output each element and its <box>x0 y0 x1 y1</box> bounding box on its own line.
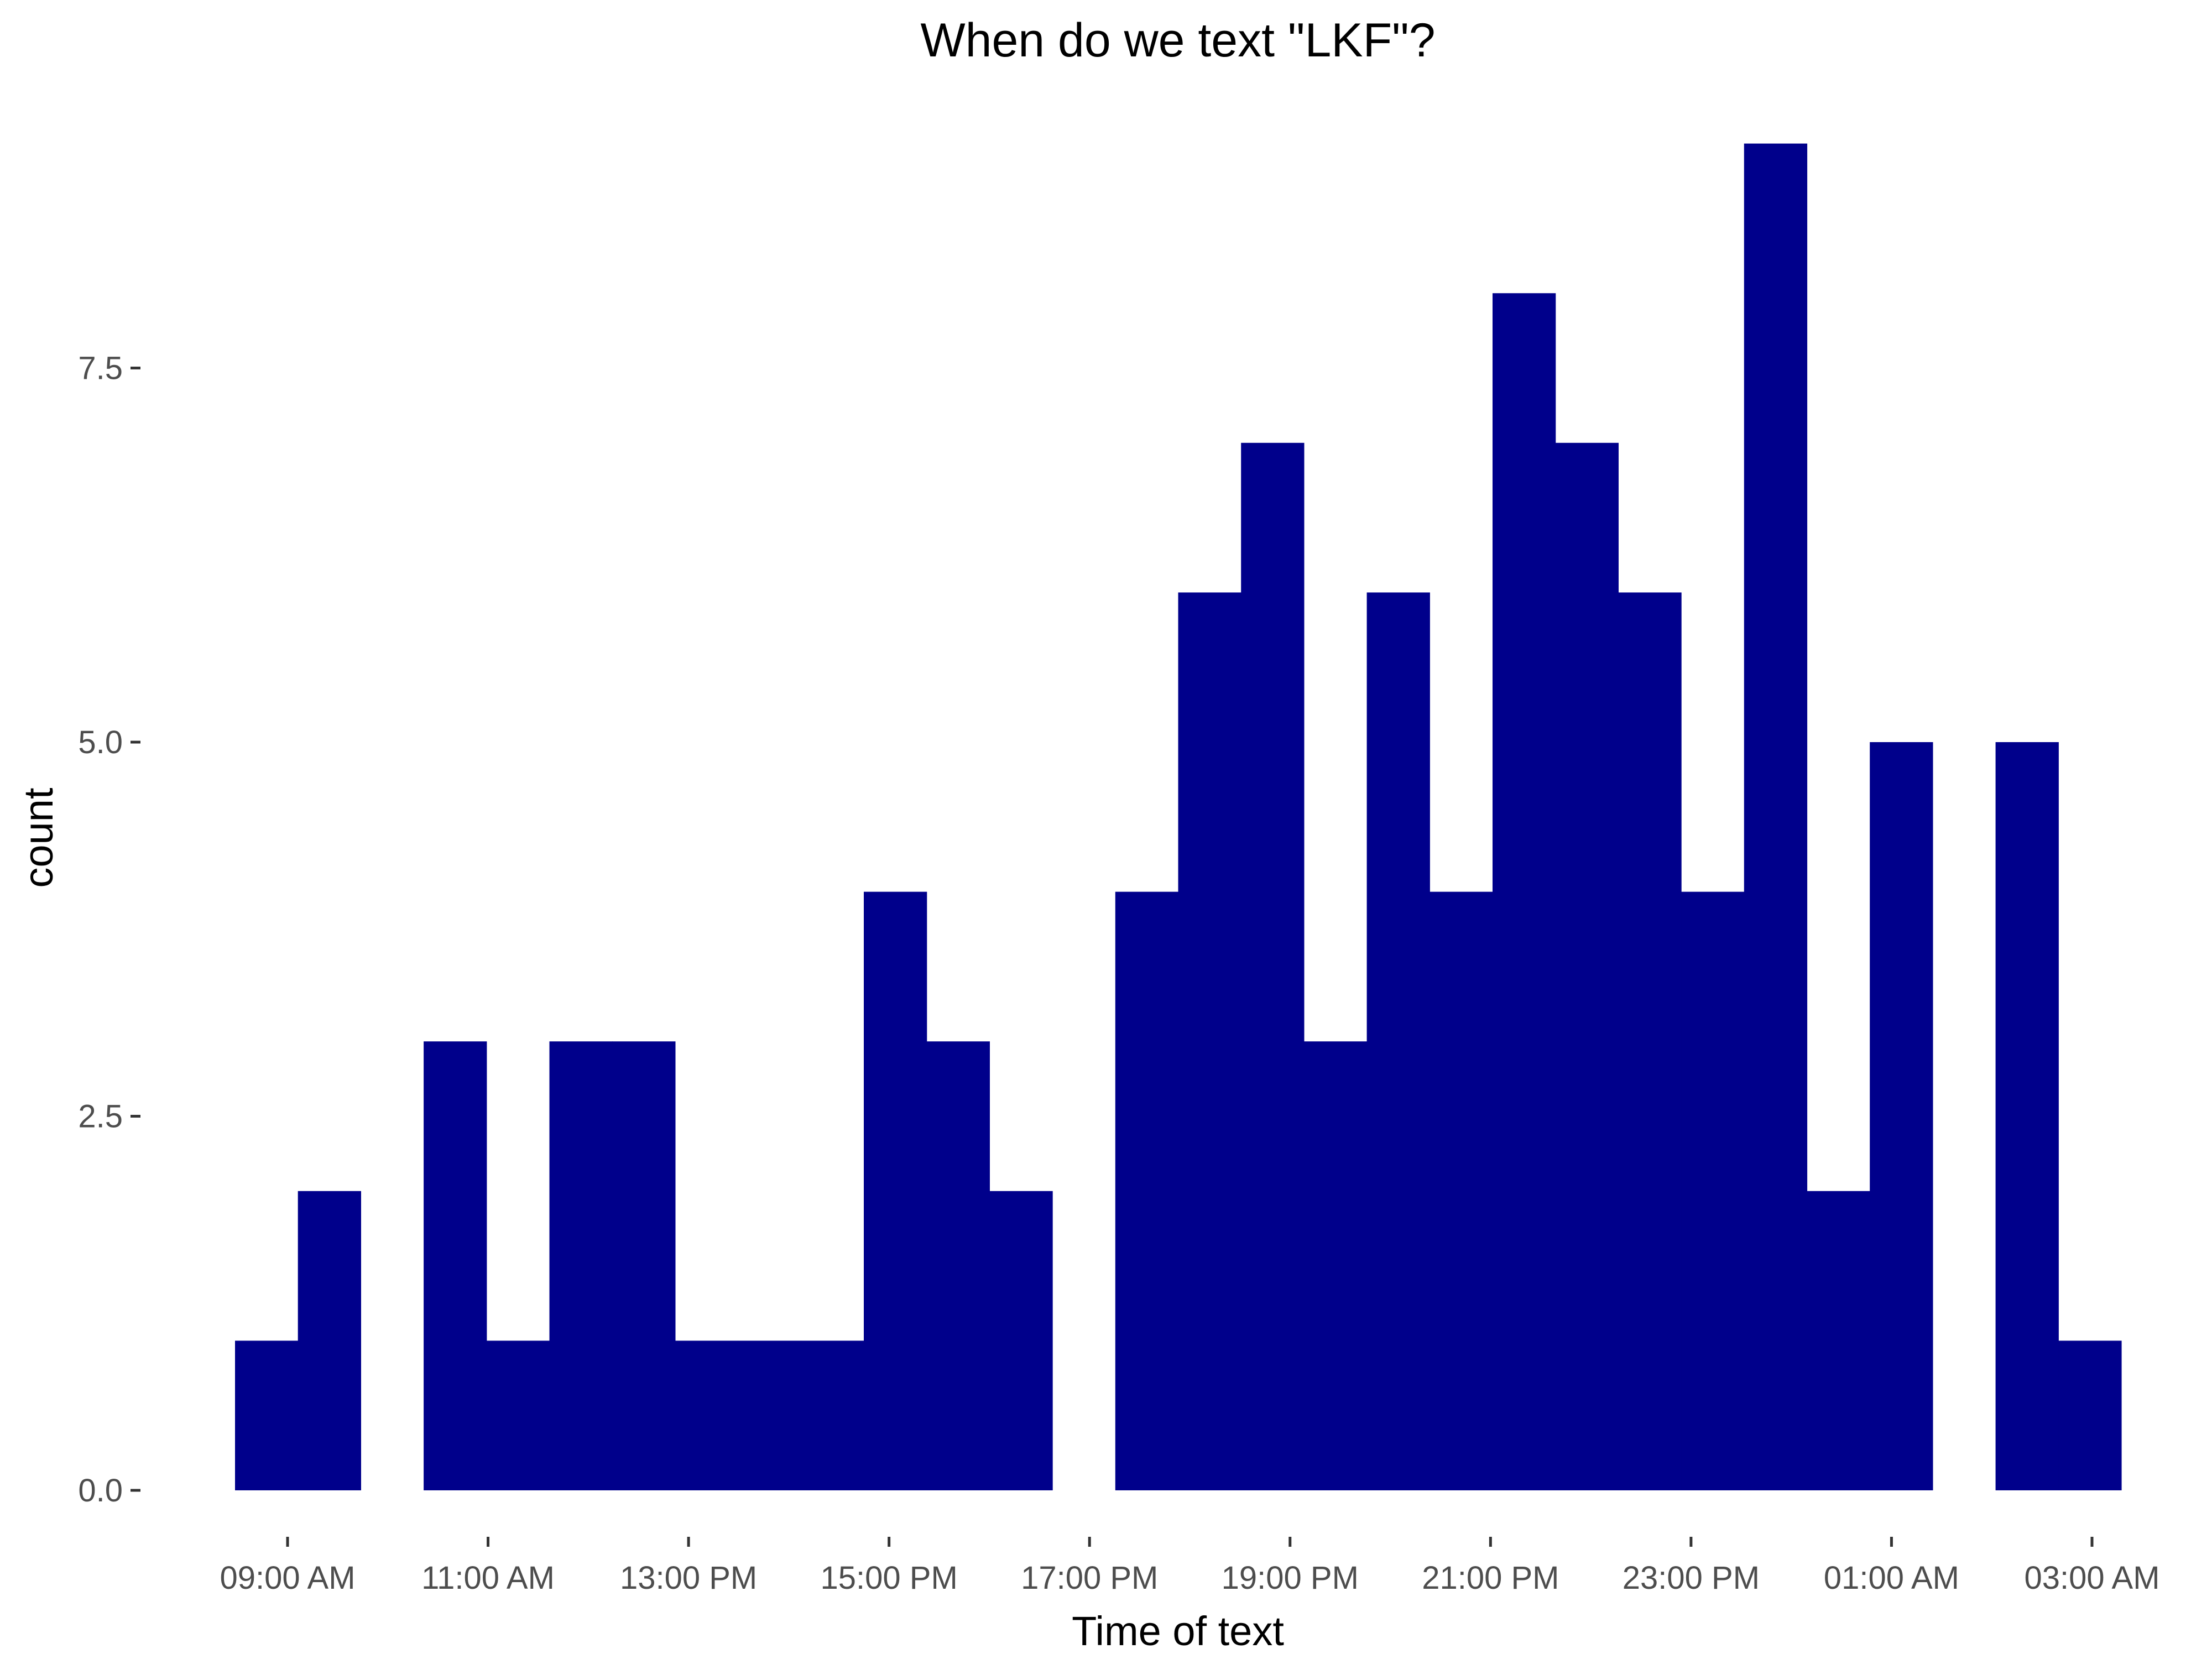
histogram-bar <box>926 1041 990 1490</box>
x-tick-label: 15:00 PM <box>821 1560 958 1596</box>
histogram-bar <box>298 1191 361 1490</box>
histogram-bar <box>801 1340 864 1490</box>
bars-layer <box>235 143 2122 1491</box>
y-axis: 0.0 2.5 5.0 7.5 <box>78 351 140 1509</box>
histogram-bar <box>1995 742 2059 1490</box>
histogram-bar <box>1807 1191 1870 1490</box>
histogram-bar <box>235 1340 299 1490</box>
x-tick-label: 21:00 PM <box>1422 1560 1559 1596</box>
histogram-bar <box>864 891 927 1490</box>
histogram-bar <box>1303 1041 1368 1490</box>
x-tick-label: 23:00 PM <box>1623 1560 1760 1596</box>
histogram-bar <box>1366 592 1430 1490</box>
histogram-bar <box>675 1340 739 1490</box>
chart-title: When do we text "LKF"? <box>920 14 1435 67</box>
histogram-bar <box>2058 1340 2122 1490</box>
y-axis-title: count <box>15 787 61 888</box>
x-axis-title: Time of text <box>1072 1608 1284 1654</box>
histogram-bar <box>1681 891 1745 1490</box>
histogram-bar <box>1115 891 1179 1490</box>
histogram-bar <box>486 1340 550 1490</box>
x-tick-label: 11:00 AM <box>421 1560 555 1596</box>
histogram-bar <box>738 1340 801 1490</box>
y-tick-label: 2.5 <box>78 1099 123 1135</box>
x-tick-label: 03:00 AM <box>2024 1560 2159 1596</box>
histogram-bar <box>424 1041 487 1490</box>
x-axis: 09:00 AM 11:00 AM 13:00 PM 15:00 PM 17:00 PM… <box>220 1537 2160 1596</box>
histogram-bar <box>1555 442 1619 1490</box>
histogram-bar <box>989 1191 1053 1490</box>
x-tick-label: 19:00 PM <box>1222 1560 1359 1596</box>
x-tick-label: 13:00 PM <box>620 1560 757 1596</box>
x-tick-label: 01:00 AM <box>1824 1560 1959 1596</box>
histogram-bar <box>1493 293 1556 1491</box>
histogram-bar <box>1870 742 1933 1490</box>
histogram-bar <box>1178 592 1241 1490</box>
y-tick-label: 0.0 <box>78 1473 123 1509</box>
x-tick-label: 17:00 PM <box>1021 1560 1158 1596</box>
x-tick-label: 09:00 AM <box>220 1560 355 1596</box>
histogram-bar <box>1241 442 1305 1490</box>
y-tick-label: 5.0 <box>78 724 123 760</box>
histogram-bar <box>549 1041 613 1490</box>
histogram-bar <box>1618 592 1682 1490</box>
y-tick-label: 7.5 <box>78 351 123 387</box>
histogram-bar <box>1744 143 1808 1490</box>
histogram-bar <box>1430 891 1493 1490</box>
histogram-bar <box>612 1041 676 1490</box>
